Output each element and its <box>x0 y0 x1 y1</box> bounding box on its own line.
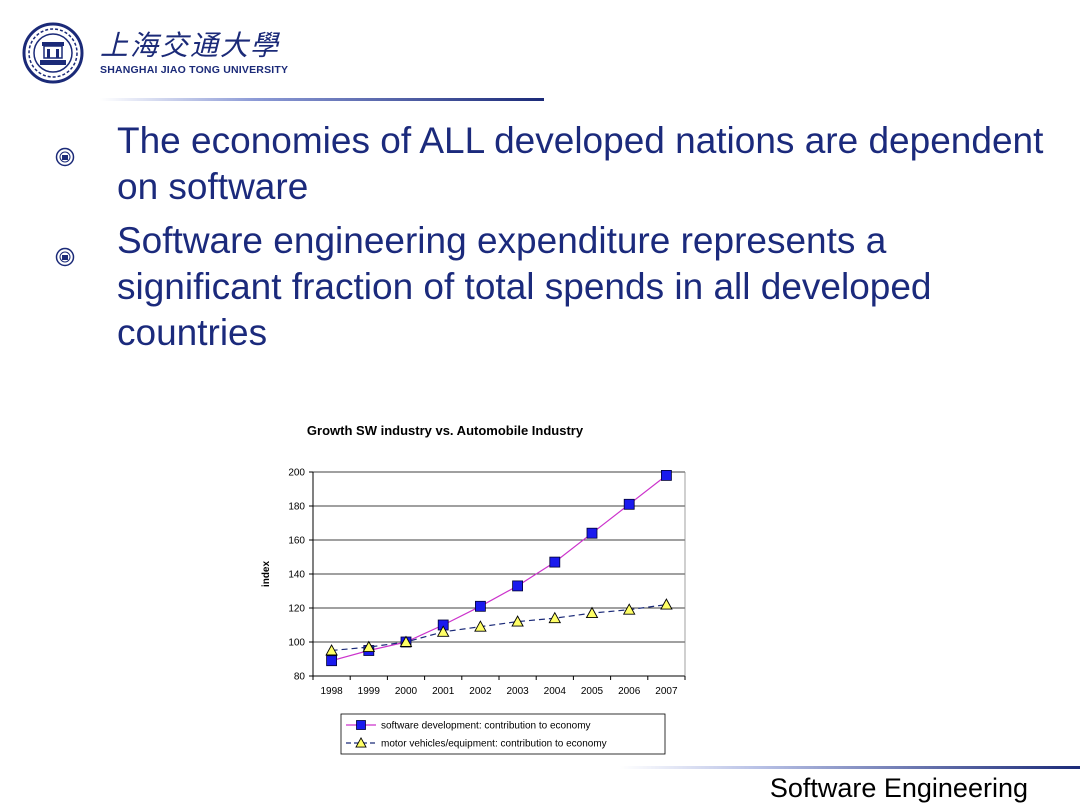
data-point-marker <box>548 611 562 624</box>
data-point-marker <box>326 655 337 667</box>
data-point-marker <box>623 498 635 510</box>
legend-label: software development: contribution to ec… <box>381 721 591 732</box>
university-logo <box>22 22 84 84</box>
bullet-item: The economies of ALL developed nations a… <box>55 118 1045 210</box>
data-point-marker <box>436 625 450 637</box>
x-tick-label: 2002 <box>469 686 492 697</box>
legend-label: motor vehicles/equipment: contribution t… <box>381 739 607 750</box>
x-tick-label: 2004 <box>544 686 567 697</box>
data-point-marker <box>474 620 487 632</box>
footer-divider <box>620 766 1080 769</box>
series-line <box>331 474 667 662</box>
y-tick-label: 200 <box>288 468 305 479</box>
y-axis-label: index <box>261 561 272 588</box>
data-point-marker <box>362 640 376 653</box>
bullet-emblem-icon <box>55 232 75 267</box>
data-point-marker <box>586 527 598 539</box>
x-tick-label: 2000 <box>395 686 418 697</box>
data-point-marker <box>512 580 524 592</box>
bullet-emblem-icon <box>55 132 75 167</box>
logo-english-name: SHANGHAI JIAO TONG UNIVERSITY <box>100 64 289 76</box>
data-point-marker <box>511 615 524 627</box>
data-point-marker <box>356 720 366 730</box>
data-point-marker <box>549 556 561 568</box>
x-tick-label: 2005 <box>581 686 604 697</box>
bullet-list: The economies of ALL developed nations a… <box>55 118 1045 364</box>
x-tick-label: 1998 <box>320 686 343 697</box>
growth-chart: Growth SW industry vs. Automobile Indust… <box>255 415 715 760</box>
y-tick-label: 140 <box>288 570 305 581</box>
data-point-marker <box>660 598 673 610</box>
x-tick-label: 2003 <box>506 686 529 697</box>
y-tick-label: 80 <box>294 672 306 683</box>
x-tick-label: 2001 <box>432 686 455 697</box>
x-tick-label: 2007 <box>655 686 678 697</box>
bullet-item: Software engineering expenditure represe… <box>55 218 1045 356</box>
logo-chinese-name: 上海交通大學 <box>100 29 281 62</box>
data-point-marker <box>355 737 367 748</box>
y-tick-label: 100 <box>288 638 305 649</box>
footer-title: Software Engineering <box>769 773 1028 803</box>
chart-title: Growth SW industry vs. Automobile Indust… <box>307 423 584 438</box>
data-point-marker <box>399 635 413 647</box>
data-point-marker <box>325 644 338 656</box>
data-point-marker <box>474 600 486 612</box>
data-point-marker <box>585 606 599 619</box>
data-point-marker <box>660 470 672 481</box>
series-line <box>331 604 667 652</box>
x-tick-label: 1999 <box>358 686 381 697</box>
x-tick-label: 2006 <box>618 686 641 697</box>
header-divider <box>100 98 544 101</box>
chart-svg: Growth SW industry vs. Automobile Indust… <box>261 423 686 755</box>
legend-box <box>340 713 666 755</box>
y-tick-label: 180 <box>288 502 305 513</box>
data-point-marker <box>622 603 636 615</box>
bullet-text: The economies of ALL developed nations a… <box>117 120 1044 207</box>
y-tick-label: 120 <box>288 604 305 615</box>
y-tick-label: 160 <box>288 536 305 547</box>
bullet-text: Software engineering expenditure represe… <box>117 220 932 353</box>
